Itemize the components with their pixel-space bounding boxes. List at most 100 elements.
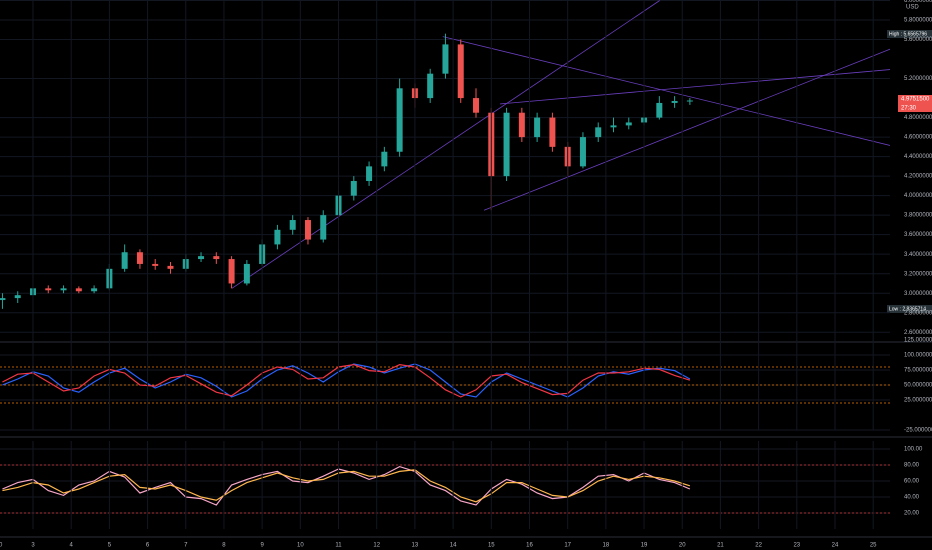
y-tick-label: 125.0000000 (904, 338, 932, 344)
y-tick-label: 50.0000000 (904, 383, 932, 389)
y-tick-label: 2.6000000 (904, 330, 932, 336)
trendline (483, 48, 890, 211)
series-line (2, 469, 691, 503)
y-tick-label: 3.6000000 (904, 232, 932, 238)
y-tick-label: 3.4000000 (904, 252, 932, 258)
x-tick-label: 24 (832, 543, 839, 549)
candle-body (381, 151, 388, 167)
trendline (442, 36, 890, 146)
candle-body (457, 44, 464, 99)
y-tick-label: 6.0000000 (904, 0, 932, 4)
candle-body (625, 122, 632, 126)
pane (0, 0, 890, 333)
candle-body (442, 44, 449, 74)
y-tick-label: 4.4000000 (904, 154, 932, 160)
y-tick-label: 3.0000000 (904, 291, 932, 297)
y-tick-label: -25.0000000 (904, 428, 932, 434)
candle-body (75, 288, 82, 292)
last-price-tag (898, 95, 932, 112)
candle-body (656, 102, 663, 118)
y-tick-label: 3.2000000 (904, 271, 932, 277)
trendline (500, 69, 890, 105)
x-tick-label: 22 (755, 543, 762, 549)
low-tag (887, 305, 932, 313)
x-tick-label: 9 (260, 543, 264, 549)
candle-body (473, 98, 480, 113)
candle-body (320, 215, 327, 240)
x-tick-label: 4 (70, 543, 74, 549)
candle-body (213, 256, 220, 260)
x-tick-label: 25 (870, 543, 877, 549)
candle-body (45, 288, 52, 291)
y-tick-label: 5.8000000 (904, 18, 932, 24)
candle-body (549, 117, 556, 147)
y-tick-label: 40.00 (904, 495, 920, 501)
x-tick-label: 12 (373, 543, 380, 549)
candle-body (289, 220, 296, 230)
high-label: High : 5.6565796 (889, 31, 927, 37)
y-tick-label: 4.2000000 (904, 174, 932, 180)
x-tick-label: 11 (335, 543, 342, 549)
candle-body (136, 252, 143, 264)
y-tick-label: 5.6000000 (904, 37, 932, 43)
candle-body (518, 112, 525, 138)
y-tick-label: 2.8000000 (904, 310, 932, 316)
y-tick-label: 20.00 (904, 511, 920, 517)
candle-body (0, 298, 6, 301)
high-tag (887, 30, 932, 38)
y-tick-label: 100.00 (904, 447, 923, 453)
y-tick-label: 25.0000000 (904, 398, 932, 404)
x-tick-label: 23 (793, 543, 800, 549)
x-tick-label: 5 (108, 543, 112, 549)
candle-body (686, 100, 693, 102)
x-tick-label: 19 (641, 543, 648, 549)
last-price-label: 4.9751500 (901, 97, 930, 103)
x-tick-label: 15 (488, 543, 495, 549)
x-tick-label: 20 (679, 543, 686, 549)
candle-body (167, 265, 174, 269)
candle-body (14, 295, 21, 299)
candle-body (274, 229, 281, 245)
x-tick-label: 10 (297, 543, 304, 549)
series-line (2, 465, 691, 506)
x-tick-label: 14 (450, 543, 457, 549)
candle-body (304, 220, 311, 240)
pane (0, 354, 890, 431)
series-line (2, 363, 691, 398)
y-tick-label: 60.00 (904, 479, 920, 485)
currency: USD (906, 5, 919, 11)
candle-body (121, 252, 128, 269)
candle-body (534, 117, 541, 138)
candle-body (427, 73, 434, 99)
y-tick-label: 100.0000000 (904, 353, 932, 359)
x-tick-label: 00:00 (0, 543, 3, 549)
x-tick-label: 7 (184, 543, 188, 549)
candle-body (595, 127, 602, 138)
y-tick-label: 4.0000000 (904, 193, 932, 199)
x-tick-label: 21 (717, 543, 724, 549)
candle-body (396, 88, 403, 152)
candle-body (366, 166, 373, 182)
x-tick-label: 13 (412, 543, 419, 549)
x-tick-label: 6 (146, 543, 150, 549)
x-tick-label: 16 (526, 543, 533, 549)
low-label: Low : 2.8365714 (889, 306, 926, 312)
x-tick-label: 18 (603, 543, 610, 549)
candle-body (579, 137, 586, 167)
y-tick-label: 3.8000000 (904, 213, 932, 219)
y-tick-label: 4.8000000 (904, 115, 932, 121)
x-tick-label: 17 (564, 543, 571, 549)
candle-body (243, 263, 250, 284)
candle-body (610, 125, 617, 128)
candle-body (152, 263, 159, 266)
x-tick-label: 8 (222, 543, 226, 549)
y-tick-label: 5.2000000 (904, 76, 932, 82)
countdown: 27:30 (901, 106, 917, 112)
trendline (231, 0, 660, 289)
candle-body (671, 100, 678, 103)
candle-body (198, 256, 205, 260)
pane (0, 448, 890, 514)
x-tick-label: 3 (31, 543, 35, 549)
